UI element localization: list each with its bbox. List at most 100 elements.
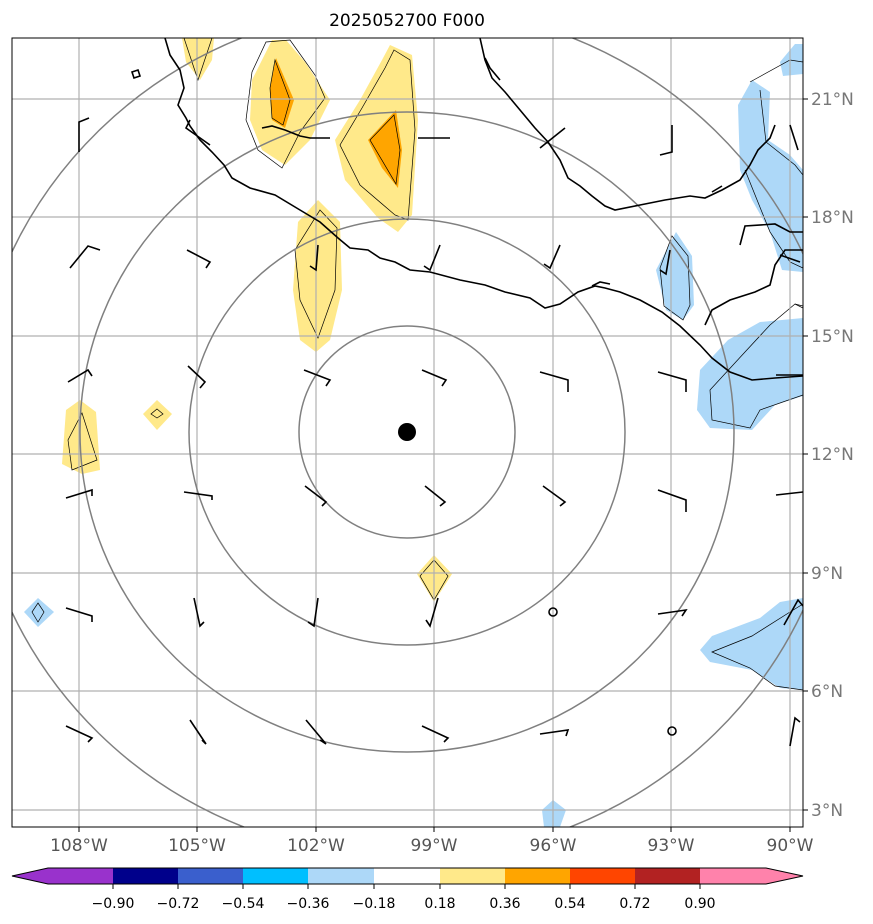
wind-barb [69,245,101,269]
shade-negative-area [656,232,694,320]
wind-barb [424,485,447,507]
colorbar: −0.90 −0.72 −0.54 −0.36 −0.18 0.18 0.36 … [11,867,804,912]
lat-tick-label: 6°N [811,682,843,702]
wind-barb [187,365,207,389]
wind-barb [783,598,803,626]
coastline-yucatan [739,223,803,246]
map-frame [11,37,804,828]
shade-positive-area [270,58,294,128]
shade-negative-area [700,598,803,690]
wind-barb [67,368,93,383]
colorbar-segment [178,868,244,884]
tick-marks [78,98,808,832]
wind-barb [421,725,450,743]
coastline-fragment [261,125,330,139]
longitude-labels: 108°W 105°W 102°W 99°W 96°W 93°W 90°W [50,836,814,856]
colorbar-tick-label: −0.36 [287,896,330,912]
colorbar-tick-label: 0.72 [619,896,650,912]
shade-negative-area [542,800,566,827]
lon-tick-label: 102°W [287,836,345,856]
colorbar-tick-label: −0.72 [157,896,200,912]
colorbar-segment [440,868,506,884]
wind-barb [539,127,566,149]
lon-tick-label: 108°W [50,836,108,856]
wind-barb [309,244,319,272]
colorbar-segment [700,868,766,884]
wind-barbs [65,117,803,747]
colorbar-segment [308,868,374,884]
wind-barb [543,244,561,270]
distance-ring [12,38,803,827]
wind-barb [425,597,439,628]
coastline-island [130,68,142,80]
shade-negative-area [24,598,54,627]
wind-barb [659,125,673,156]
shade-positive-area [368,110,402,188]
shade-negative-area [697,318,803,430]
lon-tick-label: 93°W [648,836,695,856]
lat-tick-label: 12°N [811,445,854,465]
lat-tick-label: 18°N [811,208,854,228]
colorbar-extend-high [766,868,803,884]
lat-tick-label: 15°N [811,327,854,347]
shade-positive-area [62,400,100,474]
wind-barb [304,485,328,507]
latitude-labels: 3°N 6°N 9°N 12°N 15°N 18°N 21°N [811,90,854,821]
distance-ring [298,325,516,539]
coastline-fragment [711,185,723,193]
colorbar-extend-low [12,868,48,884]
colorbar-segment [243,868,309,884]
lon-tick-label: 90°W [767,836,814,856]
lon-tick-label: 105°W [168,836,226,856]
coastlines [130,38,803,381]
calm-wind-marker [548,607,558,617]
shade-positive-area [143,400,172,430]
wind-barb [539,729,570,737]
shade-positive-area [293,200,342,352]
map-title: 2025052700 F000 [329,11,485,31]
wind-barb [789,716,801,747]
wind-barb [657,489,687,512]
wind-barb [186,249,212,269]
shade-positive-area [182,38,214,80]
wind-barb [183,491,213,500]
calm-wind-marker [667,726,677,736]
coastline-gulf [479,38,776,211]
wind-barb [65,488,93,499]
wind-barb [657,371,687,392]
coastline-guatemala [704,249,803,326]
colorbar-tick-label: 0.18 [424,896,455,912]
wind-barb [78,117,90,152]
wind-barb [659,249,671,276]
wind-barb [65,725,94,743]
colorbar-outline [11,867,804,885]
wind-barb [542,485,567,507]
colorbar-tick-label: −0.54 [222,896,265,912]
coastline-fragment [484,57,501,81]
distance-rings [12,38,803,827]
wind-barb [307,597,319,628]
colorbar-segment [635,868,701,884]
wind-barb [779,254,801,263]
distance-ring [79,111,735,753]
graticule [12,38,803,827]
colorbar-segment [48,868,114,884]
wind-barb [193,597,205,628]
colorbar-segment [113,868,179,884]
lat-tick-label: 9°N [811,564,843,584]
wind-barb [189,719,207,745]
lat-tick-label: 3°N [811,801,843,821]
coastline-fragment [591,281,611,287]
contour-lines [31,38,803,691]
distance-ring [188,218,626,646]
wind-barb [657,608,688,617]
lat-tick-label: 21°N [811,90,854,110]
wind-barb [421,369,448,387]
colorbar-segment [505,868,571,884]
colorbar-tick-label: 0.90 [684,896,715,912]
colorbar-tick-label: −0.18 [353,896,396,912]
wind-barb [775,491,803,496]
lon-tick-label: 96°W [530,836,577,856]
storm-center-marker [398,423,416,441]
